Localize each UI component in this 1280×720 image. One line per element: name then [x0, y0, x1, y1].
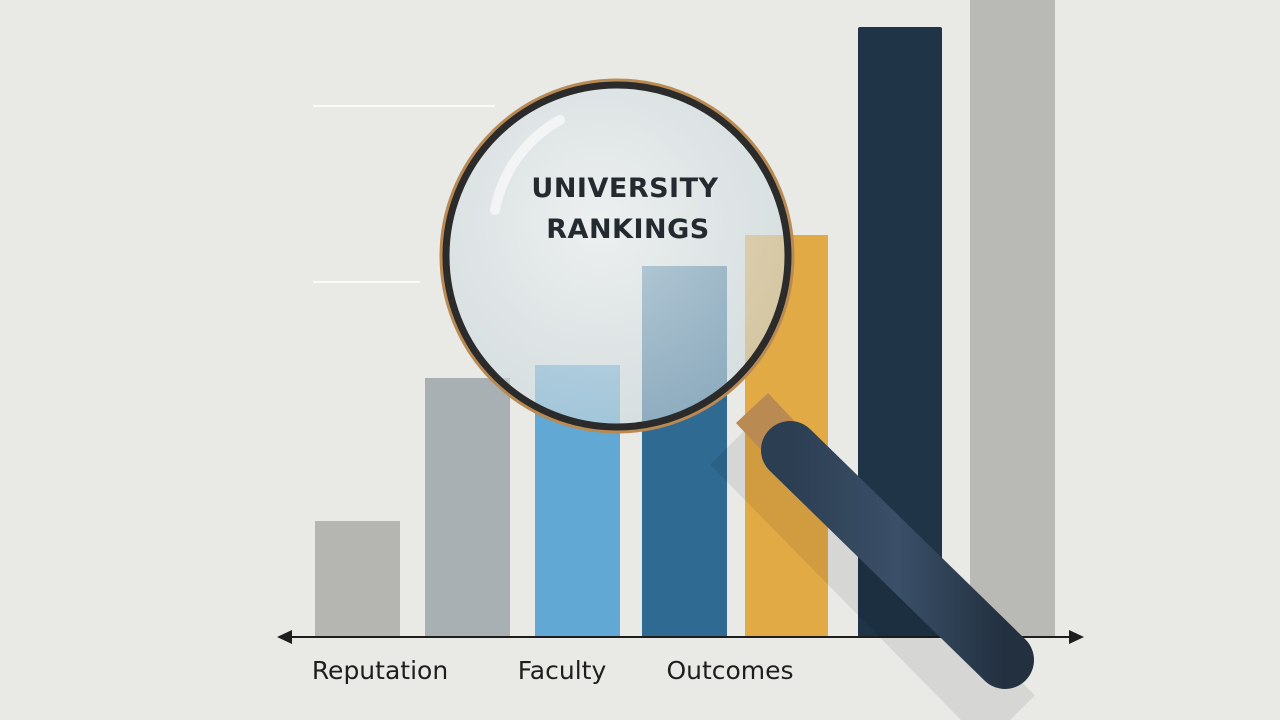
handle — [761, 421, 1034, 689]
axis-label: Reputation — [312, 656, 448, 685]
bar — [858, 27, 942, 637]
title-line: UNIVERSITY — [531, 173, 718, 204]
axis-arrow — [1069, 630, 1084, 644]
title-line: RANKINGS — [546, 214, 709, 245]
bar — [315, 521, 400, 637]
axis-label: Faculty — [518, 656, 607, 685]
lens-rim-accent — [439, 78, 795, 434]
lens — [447, 86, 787, 426]
bar — [970, 0, 1055, 637]
lens-glare — [490, 115, 565, 215]
bar — [425, 378, 510, 637]
lens-rim — [440, 79, 794, 433]
magnifier — [439, 78, 1035, 720]
axis-arrow — [277, 630, 292, 644]
handle-shadow — [710, 415, 1035, 720]
axis-label: Outcomes — [666, 656, 793, 685]
